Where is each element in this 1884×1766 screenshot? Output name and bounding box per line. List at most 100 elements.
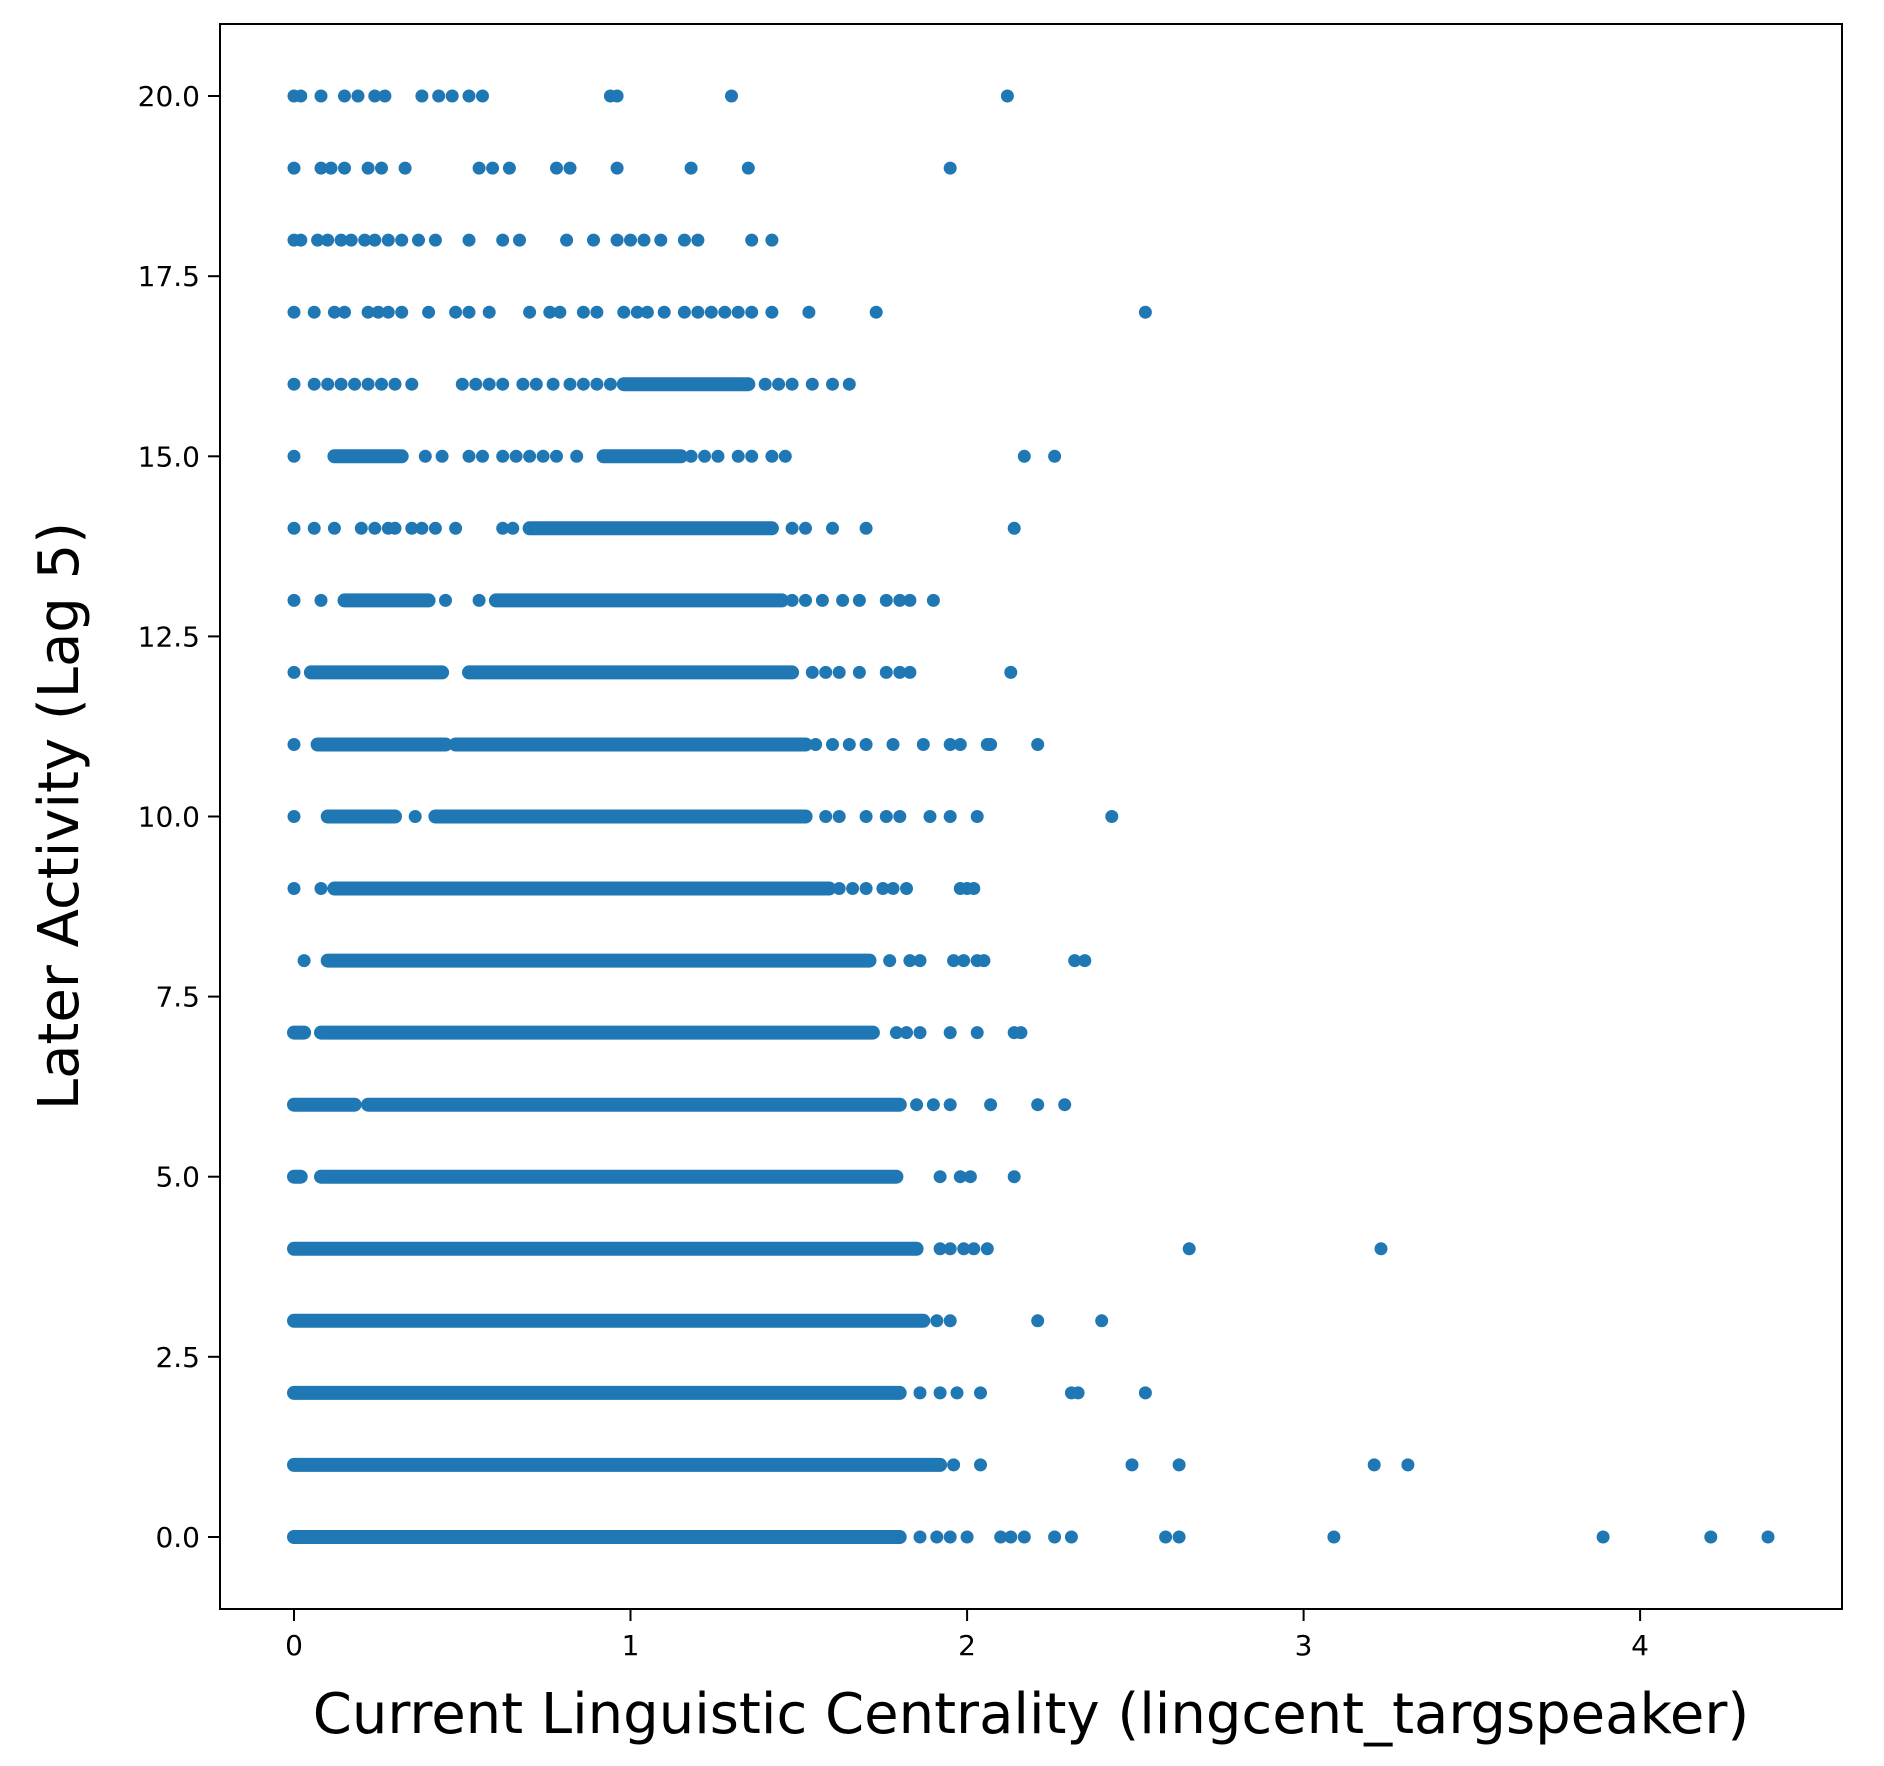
- data-point: [805, 665, 819, 679]
- data-point: [287, 305, 301, 319]
- data-point: [1138, 305, 1152, 319]
- data-point: [408, 810, 422, 823]
- data-point: [415, 521, 429, 535]
- data-point: [287, 810, 301, 823]
- data-point: [1017, 1530, 1031, 1544]
- data-point: [745, 305, 759, 319]
- point-band: [522, 521, 779, 536]
- data-point: [926, 1098, 940, 1112]
- data-point: [718, 305, 732, 319]
- x-tick-label: 1: [622, 1629, 640, 1662]
- data-point: [799, 521, 812, 535]
- data-point: [1374, 1242, 1388, 1256]
- data-point: [916, 738, 930, 751]
- data-point: [943, 161, 957, 175]
- data-point: [826, 377, 839, 391]
- data-point: [852, 665, 866, 679]
- point-band: [287, 1313, 931, 1328]
- data-point: [957, 954, 971, 968]
- y-tick-label: 20.0: [138, 80, 200, 113]
- data-point: [482, 377, 496, 391]
- data-point: [1182, 1242, 1196, 1256]
- data-point: [462, 233, 476, 247]
- data-point: [630, 305, 644, 319]
- data-point: [445, 89, 459, 103]
- data-point: [617, 305, 631, 319]
- data-point: [543, 305, 557, 319]
- data-point: [563, 161, 577, 175]
- data-point: [287, 161, 301, 175]
- data-point: [435, 449, 449, 463]
- data-point: [704, 305, 718, 319]
- data-point: [1125, 1458, 1139, 1472]
- data-point: [802, 305, 816, 319]
- data-point: [654, 233, 668, 247]
- data-point: [432, 89, 446, 103]
- data-point: [765, 305, 779, 319]
- data-point: [536, 449, 550, 463]
- data-point: [472, 161, 486, 175]
- data-point: [903, 954, 917, 968]
- data-point: [785, 521, 799, 535]
- data-point: [725, 89, 738, 103]
- data-point: [307, 521, 321, 535]
- data-point: [785, 593, 799, 607]
- data-point: [327, 305, 341, 319]
- x-axis-ticks: 0 1 2 3 4: [285, 1609, 1649, 1662]
- data-point: [1078, 954, 1092, 968]
- data-point: [859, 810, 873, 823]
- data-point: [943, 738, 957, 751]
- data-point: [1014, 1026, 1028, 1040]
- data-point: [1095, 1314, 1109, 1328]
- data-point: [943, 810, 957, 823]
- data-point: [846, 882, 860, 895]
- data-point: [933, 1386, 947, 1400]
- data-point: [819, 665, 833, 679]
- data-point: [1172, 1458, 1186, 1472]
- y-tick-label: 12.5: [138, 620, 200, 653]
- data-point: [321, 233, 335, 247]
- data-point: [624, 233, 637, 247]
- data-point: [657, 305, 671, 319]
- data-point: [412, 233, 425, 247]
- data-point: [745, 449, 759, 463]
- y-axis-ticks: 0.0 2.5 5.0 7.5 10.0 12.5 15.0 17.5 20.0: [138, 80, 220, 1554]
- data-point: [893, 810, 907, 823]
- data-point: [677, 305, 691, 319]
- data-point: [307, 305, 321, 319]
- point-band: [327, 881, 837, 896]
- data-point: [677, 233, 691, 247]
- data-point: [960, 1530, 974, 1544]
- data-point: [970, 1026, 984, 1040]
- point-band: [616, 377, 756, 392]
- data-point: [852, 593, 866, 607]
- data-point: [287, 521, 301, 535]
- data-point: [449, 305, 463, 319]
- data-point: [398, 161, 412, 175]
- x-axis-label: Current Linguistic Centrality (lingcent_…: [313, 1682, 1749, 1747]
- data-point: [388, 377, 402, 391]
- data-point: [381, 233, 395, 247]
- data-point: [338, 89, 351, 103]
- point-band: [287, 1097, 362, 1112]
- data-point: [1004, 1530, 1018, 1544]
- data-point: [842, 377, 856, 391]
- data-point: [576, 305, 590, 319]
- data-point: [428, 521, 442, 535]
- data-point: [415, 89, 429, 103]
- data-point: [1071, 1386, 1085, 1400]
- data-point: [368, 521, 382, 535]
- data-point: [587, 233, 600, 247]
- data-point: [354, 521, 368, 535]
- data-point: [974, 1458, 987, 1472]
- data-point: [590, 377, 604, 391]
- data-point: [731, 305, 745, 319]
- data-point: [482, 305, 496, 319]
- data-point: [368, 233, 382, 247]
- data-point: [947, 1458, 961, 1472]
- point-band: [361, 1097, 907, 1112]
- point-band: [488, 593, 789, 608]
- data-point: [913, 954, 927, 968]
- data-point: [361, 161, 375, 175]
- data-point: [933, 1170, 947, 1184]
